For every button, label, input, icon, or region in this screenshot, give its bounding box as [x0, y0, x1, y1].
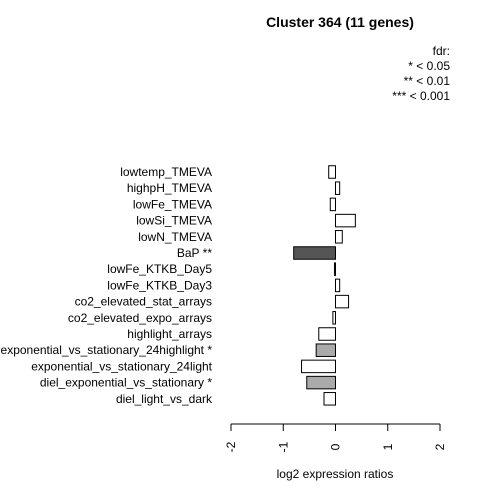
bar: [332, 311, 337, 325]
category-label: co2_elevated_expo_arrays: [68, 311, 212, 325]
bar: [329, 197, 336, 212]
x-axis: -2 -1 0 1 2: [224, 423, 447, 452]
bar: [293, 246, 337, 260]
bar: [335, 213, 356, 228]
category-label: diel_light_vs_dark: [116, 392, 213, 406]
category-label: lowFe_TMEVA: [133, 197, 212, 211]
category-label: co2_elevated_stat_arrays: [75, 295, 212, 309]
bar: [335, 278, 341, 293]
bar: [328, 165, 336, 179]
category-label: lowtemp_TMEVA: [120, 165, 212, 179]
bar: [335, 181, 341, 195]
chart-title: Cluster 364 (11 genes): [266, 14, 414, 30]
x-tick-label: 0: [329, 443, 343, 450]
bar: [333, 262, 336, 276]
legend-line: fdr:: [433, 44, 450, 58]
bars-group: [293, 165, 356, 406]
category-label: diel_exponential_vs_stationary *: [40, 376, 212, 390]
bar: [318, 327, 336, 341]
fdr-legend: fdr:* < 0.05** < 0.01*** < 0.001: [392, 44, 450, 103]
legend-line: *** < 0.001: [392, 89, 450, 103]
bar: [335, 230, 343, 244]
x-tick-label: -2: [224, 441, 238, 452]
legend-line: * < 0.05: [408, 59, 450, 73]
category-label: lowFe_KTKB_Day3: [107, 278, 212, 292]
x-tick-label: 2: [433, 443, 447, 450]
category-label: lowFe_KTKB_Day5: [107, 262, 212, 276]
bar: [323, 392, 337, 406]
bar: [335, 294, 350, 309]
category-label: lowSi_TMEVA: [136, 214, 212, 228]
bar: [301, 359, 337, 374]
x-tick-label: 1: [381, 443, 395, 450]
category-label: highlight_arrays: [127, 327, 212, 341]
category-label: lowN_TMEVA: [138, 230, 212, 244]
category-label: BaP **: [177, 246, 212, 260]
legend-line: ** < 0.01: [404, 74, 451, 88]
x-tick-label: -1: [276, 441, 290, 452]
bar: [306, 375, 337, 390]
category-label: exponential_vs_stationary_24light: [31, 359, 212, 373]
x-axis-label: log2 expression ratios: [277, 467, 394, 481]
category-label: exponential_vs_stationary_24highlight *: [1, 343, 213, 357]
bar: [315, 343, 337, 357]
category-label: highpH_TMEVA: [127, 181, 212, 195]
category-labels: lowtemp_TMEVA highpH_TMEVA lowFe_TMEVA lowS…: [1, 165, 213, 406]
